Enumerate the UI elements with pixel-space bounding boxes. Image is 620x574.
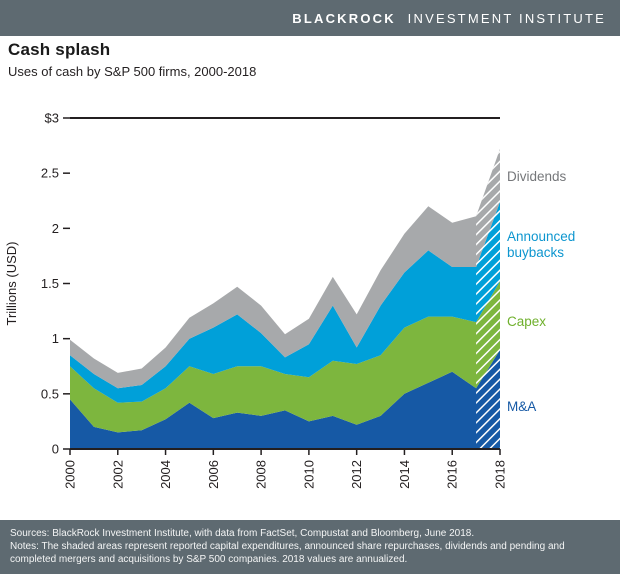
x-tick-label: 2014	[397, 460, 412, 489]
page-subtitle: Uses of cash by S&P 500 firms, 2000-2018	[8, 64, 257, 79]
area-band-capex	[70, 281, 500, 433]
y-axis-title: Trillions (USD)	[4, 241, 19, 325]
footer-notes: Notes: The shaded areas represent report…	[10, 541, 565, 566]
area-band-dividends	[70, 148, 500, 389]
title-block: Cash splash Uses of cash by S&P 500 firm…	[8, 40, 256, 79]
footer-bar: Sources: BlackRock Investment Institute,…	[0, 520, 620, 574]
legend-ma: M&A	[507, 399, 537, 414]
legend-capex: Capex	[507, 314, 547, 329]
x-tick-label: 2008	[254, 460, 269, 489]
y-tick-label: 0.5	[41, 386, 59, 401]
area-band-m-a	[70, 349, 500, 449]
y-tick-label: 2.5	[41, 166, 59, 181]
hatch-overlay-annualized	[476, 148, 500, 449]
x-tick-label: 2004	[158, 460, 173, 489]
x-tick-label: 2016	[445, 460, 460, 489]
footer-sources: Sources: BlackRock Investment Institute,…	[10, 528, 475, 539]
brand-investment-institute: INVESTMENT INSTITUTE	[407, 10, 606, 26]
x-tick-label: 2006	[206, 460, 221, 489]
brand-blackrock: BLACKROCK	[292, 10, 396, 26]
page-title: Cash splash	[8, 40, 111, 59]
x-tick-label: 2002	[110, 460, 125, 489]
area-band-announced-buybacks	[70, 201, 500, 403]
y-tick-label: 2	[52, 221, 59, 236]
y-tick-label: 1.5	[41, 276, 59, 291]
header-bar: BLACKROCK INVESTMENT INSTITUTE	[0, 0, 620, 36]
x-tick-label: 2000	[63, 460, 78, 489]
x-tick-label: 2010	[301, 460, 316, 489]
y-tick-label: 0	[52, 442, 59, 457]
y-tick-label: 1	[52, 331, 59, 346]
y-tick-label: $3	[45, 111, 59, 126]
x-tick-label: 2012	[349, 460, 364, 489]
chart-area: 0 0.5 1 1.5 2 2.5 $3 2000 2002 2004 2006 2008 2010 20…	[0, 96, 620, 508]
x-tick-label: 2018	[493, 460, 508, 489]
legend-dividends: Dividends	[507, 169, 567, 184]
brand: BLACKROCK INVESTMENT INSTITUTE	[292, 11, 606, 26]
legend-announced-buybacks: Announced buybacks	[507, 229, 576, 261]
stacked-area-chart: 0 0.5 1 1.5 2 2.5 $3 2000 2002 2004 2006 2008 2010 20…	[4, 111, 508, 489]
